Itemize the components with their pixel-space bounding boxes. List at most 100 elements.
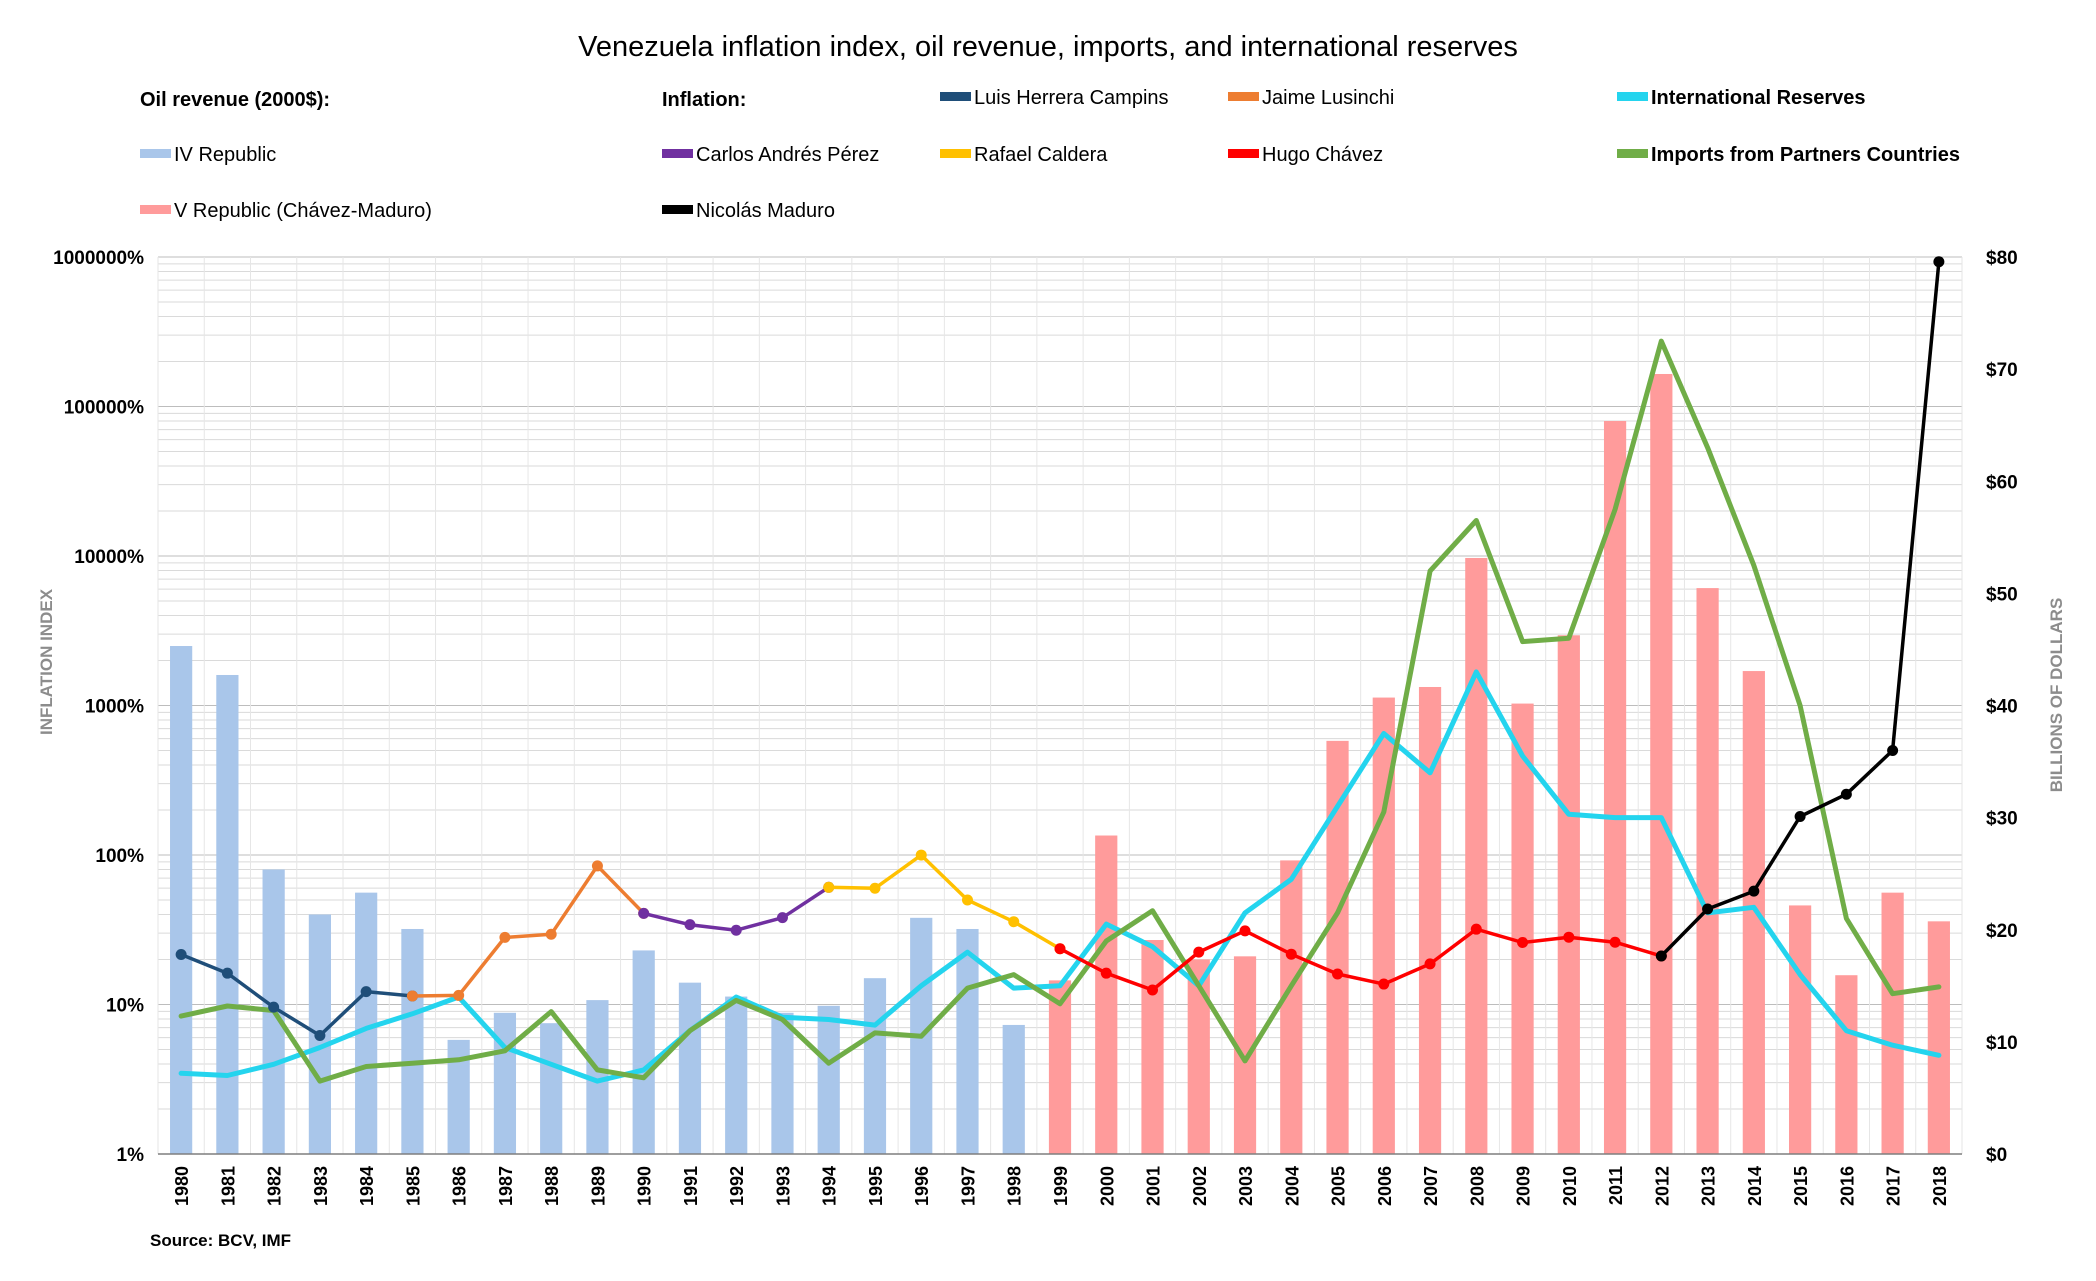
point-hugo-chavez-2006 — [1378, 978, 1390, 990]
y-axis-left-label: INFLATION INDEX — [37, 588, 56, 735]
bar-v-republic-chavez-maduro-2015 — [1789, 905, 1812, 1154]
point-luis-herrera-campins-1981 — [221, 967, 233, 979]
legend-label-v-republic-chavez-maduro: V Republic (Chávez-Maduro) — [174, 200, 432, 222]
x-tick-label: 1995 — [866, 1166, 886, 1206]
chart-title: Venezuela inflation index, oil revenue, … — [578, 31, 1518, 63]
y-right-tick-label: $10 — [1986, 1033, 2018, 1054]
series-lines — [175, 256, 1945, 1084]
point-hugo-chavez-2003 — [1239, 925, 1251, 937]
x-tick-label: 2016 — [1837, 1166, 1857, 1206]
bar-v-republic-chavez-maduro-2001 — [1141, 940, 1164, 1154]
bar-v-republic-chavez-maduro-1999 — [1048, 980, 1072, 1154]
x-tick-label: 1987 — [496, 1166, 516, 1206]
point-nicolas-maduro-2012 — [1655, 950, 1667, 962]
bar-v-republic-chavez-maduro-2003 — [1233, 956, 1257, 1154]
point-hugo-chavez-2002 — [1193, 946, 1205, 958]
bar-v-republic-chavez-maduro-2007 — [1418, 686, 1442, 1154]
y-right-tick-label: $30 — [1986, 809, 2018, 830]
line-imports-from-partners-countries — [178, 338, 1942, 1084]
point-hugo-chavez-2001 — [1147, 984, 1159, 996]
point-rafael-caldera-1995 — [869, 882, 881, 894]
axes: 1% 10% 100% 1000% 10000% 100000% 1000000% $0 $10… — [53, 248, 2018, 1206]
legend-header-inflation: Inflation: — [662, 89, 746, 111]
point-rafael-caldera-1994 — [823, 881, 835, 893]
legend-label-carlos-andres-perez: Carlos Andrés Pérez — [696, 144, 879, 166]
x-tick-label: 1980 — [172, 1166, 192, 1206]
x-tick-label: 2006 — [1375, 1166, 1395, 1206]
point-nicolas-maduro-2018 — [1933, 256, 1945, 268]
x-tick-label: 2001 — [1144, 1166, 1164, 1206]
legend-swatch-iv-republic — [140, 149, 171, 158]
bar-v-republic-chavez-maduro-2002 — [1187, 959, 1210, 1154]
bar-v-republic-chavez-maduro-2000 — [1095, 835, 1118, 1154]
y-left-tick-label: 100000% — [64, 398, 144, 419]
x-tick-label: 2015 — [1791, 1166, 1811, 1206]
x-tick-label: 1996 — [912, 1166, 932, 1206]
x-tick-label: 2012 — [1652, 1166, 1672, 1206]
bar-iv-republic-1998 — [1002, 1024, 1025, 1154]
x-tick-label: 2002 — [1190, 1166, 1210, 1206]
x-tick-label: 1994 — [820, 1166, 840, 1206]
x-tick-label: 2000 — [1097, 1166, 1117, 1206]
point-hugo-chavez-1999 — [1054, 943, 1066, 955]
point-jaime-lusinchi-1989 — [591, 860, 603, 872]
x-tick-label: 2011 — [1606, 1166, 1626, 1205]
legend-swatch-rafael-caldera — [940, 149, 971, 158]
point-nicolas-maduro-2016 — [1840, 788, 1852, 800]
point-hugo-chavez-2011 — [1609, 936, 1621, 948]
x-tick-label: 1998 — [1005, 1166, 1025, 1206]
y-right-tick-label: $20 — [1986, 921, 2018, 942]
legend: Oil revenue (2000$): Inflation: Luis Her… — [140, 87, 1960, 222]
legend-label-iv-republic: IV Republic — [174, 144, 276, 166]
x-tick-label: 2004 — [1282, 1166, 1302, 1206]
y-right-tick-label: $40 — [1986, 697, 2018, 718]
point-carlos-andres-perez-1990 — [638, 907, 650, 919]
legend-swatch-carlos-andres-perez — [662, 149, 693, 158]
legend-swatch-v-republic-chavez-maduro — [140, 205, 171, 214]
legend-label-jaime-lusinchi: Jaime Lusinchi — [1262, 87, 1394, 109]
x-tick-label: 1993 — [774, 1166, 794, 1206]
x-tick-label: 2008 — [1467, 1166, 1487, 1206]
bar-iv-republic-1980 — [170, 646, 193, 1154]
bar-iv-republic-1994 — [817, 1005, 840, 1154]
point-hugo-chavez-2000 — [1100, 967, 1112, 979]
legend-swatch-luis-herrera-campins — [940, 92, 971, 101]
x-tick-label: 2017 — [1884, 1166, 1904, 1206]
y-left-tick-label: 1000000% — [53, 248, 144, 269]
bar-v-republic-chavez-maduro-2017 — [1881, 892, 1904, 1154]
bar-v-republic-chavez-maduro-2008 — [1465, 557, 1488, 1154]
bar-v-republic-chavez-maduro-2010 — [1557, 635, 1580, 1154]
y-left-tick-label: 10000% — [74, 547, 144, 568]
bar-v-republic-chavez-maduro-2016 — [1835, 975, 1858, 1154]
x-tick-label: 2003 — [1236, 1166, 1256, 1206]
bar-v-republic-chavez-maduro-2009 — [1511, 703, 1534, 1154]
y-left-tick-label: 10% — [106, 996, 144, 1017]
x-tick-label: 1982 — [265, 1166, 285, 1206]
bar-iv-republic-1993 — [771, 1012, 794, 1154]
x-tick-label: 1999 — [1051, 1166, 1071, 1206]
x-tick-label: 2009 — [1514, 1166, 1534, 1206]
y-right-tick-label: $60 — [1986, 472, 2018, 493]
y-left-tick-label: 100% — [95, 846, 144, 867]
bar-v-republic-chavez-maduro-2018 — [1927, 921, 1950, 1154]
x-tick-label: 2005 — [1329, 1166, 1349, 1206]
x-tick-label: 2013 — [1699, 1166, 1719, 1206]
point-carlos-andres-perez-1993 — [776, 912, 788, 924]
bar-v-republic-chavez-maduro-2014 — [1742, 671, 1765, 1154]
bars — [170, 373, 1950, 1154]
legend-label-rafael-caldera: Rafael Caldera — [974, 144, 1108, 166]
point-luis-herrera-campins-1983 — [314, 1030, 326, 1042]
x-tick-label: 1989 — [588, 1166, 608, 1206]
legend-label-hugo-chavez: Hugo Chávez — [1262, 144, 1383, 166]
bar-v-republic-chavez-maduro-2005 — [1326, 740, 1349, 1154]
point-luis-herrera-campins-1980 — [175, 948, 187, 960]
bar-iv-republic-1997 — [956, 928, 979, 1154]
point-hugo-chavez-2005 — [1332, 968, 1344, 980]
point-nicolas-maduro-2015 — [1794, 811, 1806, 823]
legend-label-luis-herrera-campins: Luis Herrera Campins — [974, 87, 1169, 109]
bar-v-republic-chavez-maduro-2012 — [1650, 373, 1673, 1154]
y-right-tick-label: $50 — [1986, 584, 2018, 605]
point-hugo-chavez-2007 — [1424, 958, 1436, 970]
bar-iv-republic-1981 — [216, 674, 239, 1154]
